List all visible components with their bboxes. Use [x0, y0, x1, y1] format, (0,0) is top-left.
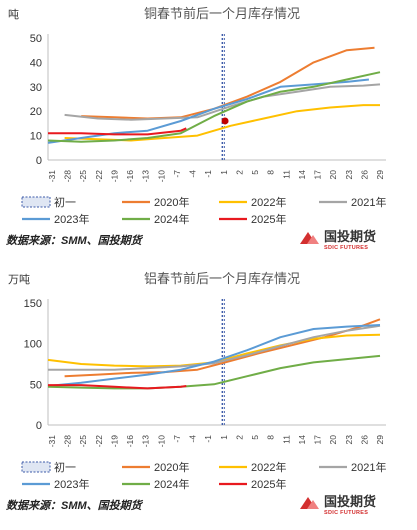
- x-tick-label: 23: [344, 170, 354, 180]
- x-tick-label: -4: [188, 170, 198, 178]
- series-line-2025: [48, 384, 187, 390]
- series-line-2021: [48, 324, 381, 371]
- x-tick-label: -4: [188, 435, 198, 443]
- series-line-2024: [47, 354, 381, 390]
- x-tick-label: 11: [281, 435, 291, 444]
- x-tick-label: 23: [344, 435, 354, 445]
- y-tick-label: 50: [30, 379, 42, 391]
- x-tick-label: -13: [141, 170, 151, 183]
- logo-subtitle: SDIC FUTURES: [324, 245, 368, 251]
- series-line-2024: [47, 71, 381, 143]
- legend-label-2020: 2020年: [154, 460, 189, 474]
- data-marker: [221, 117, 229, 125]
- source-note: 数据来源：SMM、国投期货: [6, 499, 144, 512]
- logo-triangle-icon-2: [307, 500, 319, 509]
- y-tick-label: 20: [30, 106, 42, 118]
- legend-label-2024: 2024年: [154, 477, 189, 491]
- x-tick-label: -1: [203, 170, 213, 178]
- y-tick-label: 0: [36, 420, 42, 432]
- x-tick-label: 20: [328, 435, 338, 445]
- legend-label-2023: 2023年: [54, 212, 89, 226]
- legend-swatch-first-day: [21, 196, 51, 208]
- source-note: 数据来源：SMM、国投期货: [6, 234, 144, 247]
- legend-label-2022: 2022年: [251, 195, 286, 209]
- y-tick-label: 100: [24, 339, 42, 351]
- x-tick-label: -7: [172, 435, 182, 443]
- x-tick-label: -31: [47, 170, 57, 183]
- aluminum-chart: 铝春节前后一个月库存情况 万吨 0 50 100 150 -31 -28 -25 -22 -19 -1…: [6, 271, 386, 516]
- series-line-2025: [48, 127, 187, 136]
- y-tick-label: 150: [24, 298, 42, 310]
- series-line-2023: [47, 324, 381, 387]
- logo-subtitle: SDIC FUTURES: [324, 510, 368, 516]
- legend-label-2025: 2025年: [251, 477, 286, 491]
- x-tick-label: 14: [297, 435, 307, 445]
- x-tick-label: -28: [63, 435, 73, 448]
- legend-label-2025: 2025年: [251, 212, 286, 226]
- logo-name: 国投期货: [324, 494, 376, 509]
- legend-swatch-first-day: [21, 461, 51, 473]
- x-tick-label: -31: [47, 435, 57, 448]
- x-tick-label: 29: [375, 435, 385, 445]
- x-tick-label: 11: [281, 170, 291, 179]
- y-tick-label: 0: [36, 155, 42, 167]
- x-tick-label: -10: [156, 435, 166, 448]
- x-tick-label: 1: [219, 170, 229, 175]
- logo-name: 国投期货: [324, 229, 376, 244]
- legend-label-2020: 2020年: [154, 195, 189, 209]
- x-tick-label: 26: [359, 435, 369, 445]
- series-line-2020: [81, 46, 375, 120]
- x-tick-label: -13: [141, 435, 151, 448]
- x-tick-label: 5: [250, 435, 260, 440]
- x-tick-label: -22: [94, 435, 104, 448]
- x-tick-label: 5: [250, 170, 260, 175]
- x-tick-label: -19: [109, 435, 119, 448]
- legend-label-2021: 2021年: [351, 460, 386, 474]
- y-tick-label: 40: [30, 57, 42, 69]
- legend-label-2021: 2021年: [351, 195, 386, 209]
- x-tick-label: -10: [156, 170, 166, 183]
- y-unit-label: 万吨: [8, 273, 30, 286]
- x-tick-label: 17: [313, 170, 323, 180]
- x-tick-label: 8: [266, 435, 276, 440]
- chart-title: 铜春节前后一个月库存情况: [144, 6, 300, 21]
- legend-label-2023: 2023年: [54, 477, 89, 491]
- x-tick-label: 1: [219, 435, 229, 440]
- x-tick-label: -16: [125, 170, 135, 183]
- legend-label-2024: 2024年: [154, 212, 189, 226]
- y-unit-label: 吨: [8, 8, 19, 21]
- legend-label-2022: 2022年: [251, 460, 286, 474]
- series-line-2021: [64, 83, 381, 121]
- y-tick-label: 10: [30, 131, 42, 143]
- series-line-2020: [64, 318, 381, 378]
- legend-label-first-day: 初一: [54, 195, 76, 209]
- x-tick-label: -28: [63, 170, 73, 183]
- x-tick-label: 2: [234, 170, 244, 175]
- x-tick-label: -7: [172, 170, 182, 178]
- logo-triangle-icon-2: [307, 235, 319, 244]
- x-tick-label: -25: [78, 435, 88, 448]
- x-tick-label: 26: [359, 170, 369, 180]
- x-tick-label: -19: [109, 170, 119, 183]
- x-tick-label: 14: [297, 170, 307, 180]
- y-tick-label: 30: [30, 82, 42, 94]
- x-tick-label: 8: [266, 170, 276, 175]
- x-tick-label: 20: [328, 170, 338, 180]
- x-tick-label: 29: [375, 170, 385, 180]
- y-tick-label: 50: [30, 33, 42, 45]
- x-tick-label: 17: [313, 435, 323, 445]
- legend-label-first-day: 初一: [54, 460, 76, 474]
- chart-title: 铝春节前后一个月库存情况: [144, 271, 300, 286]
- x-tick-label: -22: [94, 170, 104, 183]
- x-tick-label: -1: [203, 435, 213, 443]
- x-tick-label: -25: [78, 170, 88, 183]
- x-tick-label: -16: [125, 435, 135, 448]
- x-tick-label: 2: [234, 435, 244, 440]
